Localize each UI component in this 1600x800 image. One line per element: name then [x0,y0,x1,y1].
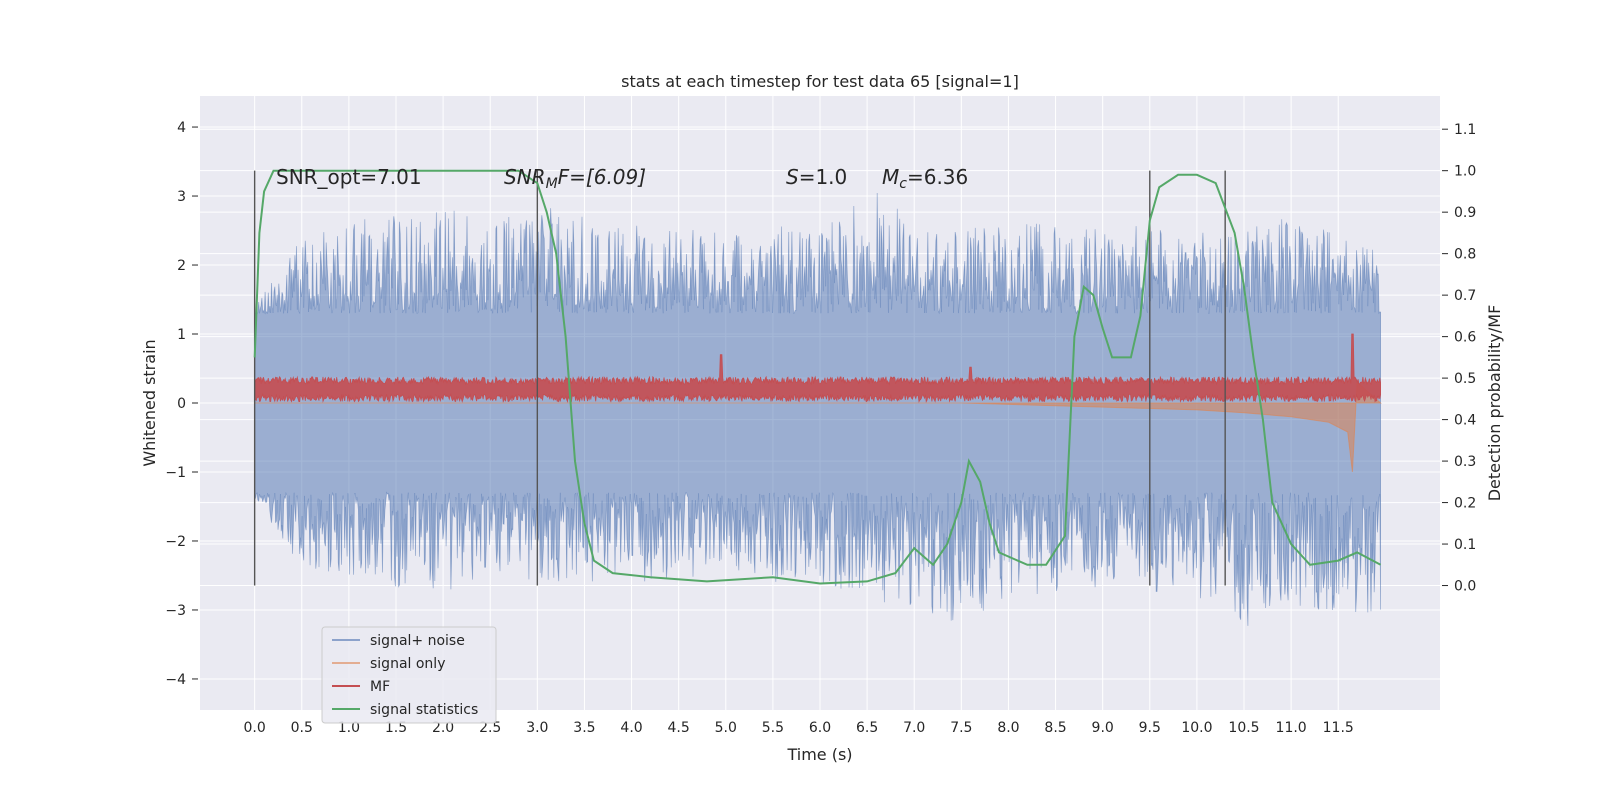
signal-plus-noise-band [254,192,1381,626]
x-tick-label: 11.5 [1323,720,1354,736]
y-tick-label: −2 [165,534,186,550]
y-tick-label: 3 [177,189,186,205]
annotation-mc-italic: M [882,165,899,189]
y-ticks: 4 3 2 1 0 −1 −2 −3 −4 [165,120,198,688]
y-tick-label: −1 [165,465,186,481]
y2-axis-label: Detection probability/MF [1485,305,1504,502]
annotation-snr-mf: SNRMF=[6.09] [504,165,646,192]
vertical-markers [253,170,1226,586]
legend-label-signal-plus-noise: signal+ noise [370,633,465,649]
y2-tick-label: 0.2 [1454,496,1476,512]
x-tick-label: 11.0 [1276,720,1307,736]
annotation-mc-rest: =6.36 [907,165,968,189]
signal-statistics-line [253,169,1382,585]
y2-tick-label: 0.5 [1454,371,1476,387]
x-tick-label: 2.5 [479,720,501,736]
x-axis-label: Time (s) [786,745,852,764]
x-ticks: 0.0 0.5 1.0 1.5 2.0 2.5 3.0 3.5 4.0 4.5 5.0 5.5 6.0 6… [244,720,1354,736]
mf-line [254,333,1381,404]
annotation-snr-opt: SNR_opt=7.01 [276,165,422,189]
y-axis-label: Whitened strain [140,339,159,466]
annotation-mc-sub: c [899,176,907,192]
legend-label-signal-statistics: signal statistics [370,702,478,718]
x-tick-label: 5.0 [715,720,737,736]
y2-tick-label: 0.1 [1454,537,1476,553]
x-tick-label: 7.5 [950,720,972,736]
y2-tick-label: 1.1 [1454,122,1476,138]
y-tick-label: 1 [177,327,186,343]
y2-tick-label: 0.6 [1454,330,1476,346]
legend-label-signal-only: signal only [370,656,445,672]
annotation-snr-mf-sub: M [546,176,558,192]
x-tick-label: 1.5 [385,720,407,736]
x-tick-label: 9.5 [1139,720,1161,736]
series-signal-statistics [253,169,1382,585]
legend-frame [321,626,497,724]
y2-ticks: 1.1 1.0 0.9 0.8 0.7 0.6 0.5 0.4 0.3 0.2 0.1 0.0 [1442,122,1476,595]
y-tick-label: −3 [165,603,186,619]
annotation-snr-mf-rest: F=[6.09] [558,165,646,189]
y-tick-label: −4 [165,672,186,688]
y2-tick-label: 0.8 [1454,247,1476,263]
annotation-mc: Mc=6.36 [882,165,968,192]
legend: signal+ noise signal only MF signal stat… [321,626,497,724]
x-tick-label: 6.0 [809,720,831,736]
x-tick-label: 4.5 [668,720,690,736]
x-tick-label: 5.5 [762,720,784,736]
y2-tick-label: 0.7 [1454,288,1476,304]
x-tick-label: 4.0 [620,720,642,736]
y2-tick-label: 0.3 [1454,454,1476,470]
series-layer [253,169,1382,626]
x-tick-label: 1.0 [338,720,360,736]
x-tick-label: 3.0 [526,720,548,736]
x-tick-label: 10.0 [1181,720,1212,736]
y2-tick-label: 1.0 [1454,164,1476,180]
x-tick-label: 6.5 [856,720,878,736]
x-tick-label: 2.0 [432,720,454,736]
x-tick-label: 7.0 [903,720,925,736]
y-tick-label: 0 [177,396,186,412]
annotation-s-rest: =1.0 [799,165,848,189]
y2-tick-label: 0.9 [1454,205,1476,221]
x-tick-label: 9.0 [1092,720,1114,736]
series-signal-plus-noise [254,192,1381,626]
x-tick-label: 8.0 [997,720,1019,736]
series-mf [254,333,1381,404]
x-tick-label: 3.5 [573,720,595,736]
x-tick-label: 10.5 [1228,720,1259,736]
annotation-snr-mf-italic: SNR [504,165,546,189]
x-tick-label: 0.5 [291,720,313,736]
y-tick-label: 4 [177,120,186,136]
y2-tick-label: 0.0 [1454,579,1476,595]
y2-tick-label: 0.4 [1454,413,1476,429]
x-tick-label: 8.5 [1044,720,1066,736]
x-tick-label: 0.0 [244,720,266,736]
y-tick-label: 2 [177,258,186,274]
annotation-s: S=1.0 [786,165,847,189]
annotation-s-italic: S [786,165,799,189]
chart-title: stats at each timestep for test data 65 … [621,72,1019,91]
legend-label-mf: MF [370,679,390,695]
